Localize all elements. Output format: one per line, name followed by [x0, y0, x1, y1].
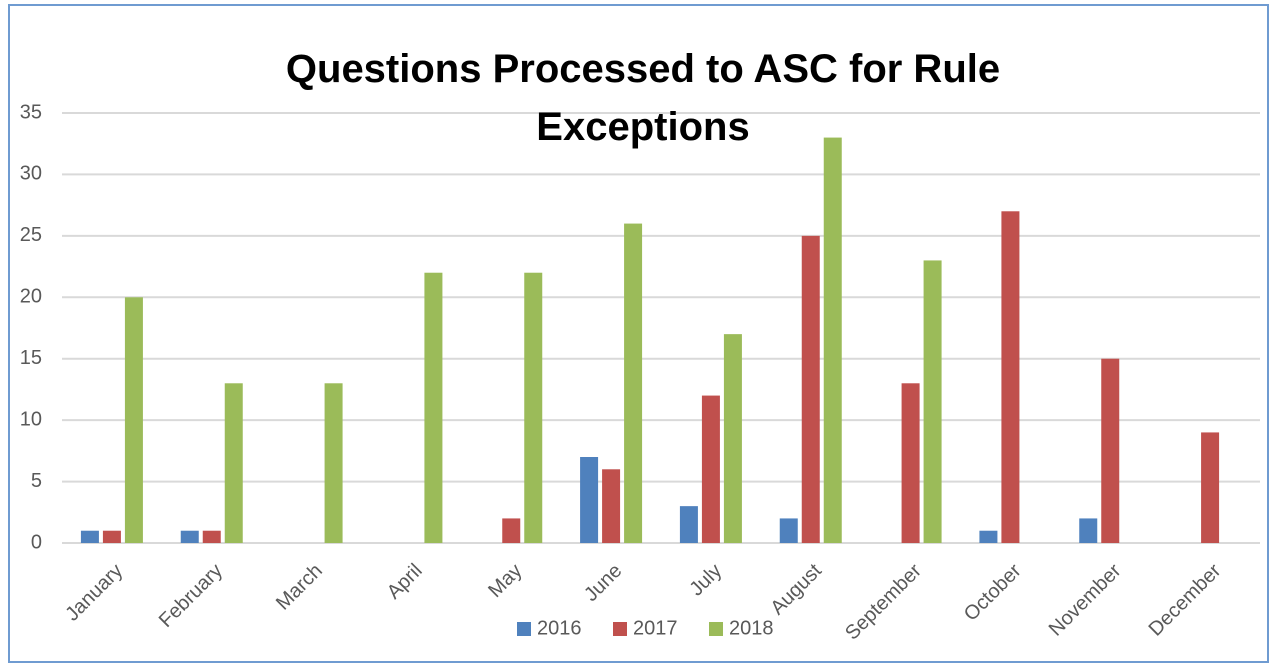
bar	[224, 383, 243, 543]
chart-title: Questions Processed to ASC for Rule Exce…	[285, 47, 1001, 149]
legend-swatch	[517, 622, 531, 636]
bar	[723, 334, 742, 543]
bar	[679, 506, 698, 543]
bar	[524, 272, 543, 543]
y-tick-label: 30	[20, 163, 42, 185]
bar	[901, 383, 920, 543]
x-tick-label: April	[383, 560, 427, 604]
x-tick-label: February	[155, 560, 227, 632]
bar	[923, 260, 942, 543]
x-tick-label: November	[1045, 559, 1126, 640]
bar	[502, 518, 521, 543]
bar	[124, 297, 143, 543]
bar	[580, 457, 599, 543]
bar	[1079, 518, 1098, 543]
legend-label: 2016	[537, 617, 582, 639]
y-tick-label: 25	[20, 224, 42, 246]
x-tick-label: January	[61, 560, 127, 626]
y-tick-label: 10	[20, 408, 42, 430]
bar	[701, 395, 720, 543]
bar	[979, 530, 998, 543]
bar	[324, 383, 343, 543]
bar	[1101, 358, 1120, 543]
bar	[80, 530, 99, 543]
legend-label: 2017	[633, 617, 678, 639]
y-tick-label: 0	[31, 531, 42, 553]
x-tick-label: March	[272, 560, 327, 615]
bar	[801, 235, 820, 543]
bar	[602, 469, 621, 543]
x-tick-label: July	[685, 560, 726, 601]
bar	[102, 530, 121, 543]
bar	[424, 272, 443, 543]
bar	[779, 518, 798, 543]
x-tick-label: August	[766, 559, 826, 619]
bar	[1001, 211, 1020, 544]
x-tick-label: December	[1145, 559, 1226, 640]
x-tick-label: June	[580, 560, 626, 606]
x-tick-label: October	[960, 559, 1026, 625]
bar	[180, 530, 199, 543]
bar	[823, 137, 842, 544]
y-tick-label: 20	[20, 286, 42, 308]
bar	[202, 530, 221, 543]
bar	[624, 223, 643, 544]
y-tick-label: 15	[20, 347, 42, 369]
bar	[1201, 432, 1220, 543]
y-tick-label: 5	[31, 470, 42, 492]
frame	[8, 4, 1269, 663]
x-tick-label: September	[841, 559, 926, 644]
legend-swatch	[613, 622, 627, 636]
legend-label: 2018	[729, 617, 774, 639]
legend-swatch	[709, 622, 723, 636]
y-tick-label: 35	[20, 101, 42, 123]
x-tick-label: May	[484, 560, 526, 602]
